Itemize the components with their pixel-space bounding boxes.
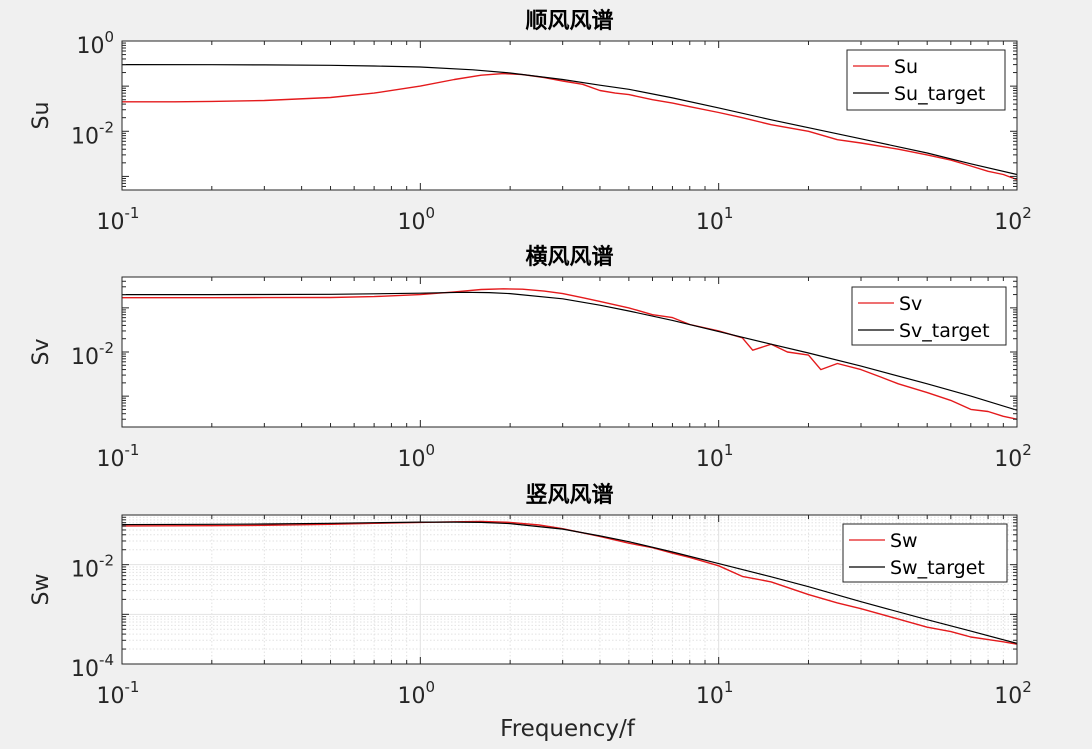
legend: Su Su_target: [846, 49, 1006, 111]
series-Su-target-line: [121, 63, 1018, 176]
x-tick-label: 10-1: [97, 441, 140, 472]
legend-entry: Sv: [899, 293, 922, 315]
legend-entry: Sv_target: [899, 320, 990, 342]
axes-box: [121, 40, 1018, 191]
legend-entry: Su_target: [894, 83, 985, 105]
x-tick-label: 100: [398, 204, 436, 235]
x-tick-label: 100: [398, 441, 436, 472]
x-tick-label: 101: [696, 678, 734, 709]
x-tick-label: 101: [696, 204, 734, 235]
y-tick-label: 10-2: [71, 552, 114, 583]
legend: Sv Sv_target: [851, 286, 1007, 346]
series-Su-line: [122, 72, 1018, 181]
x-axis-label: Frequency/f: [500, 716, 636, 742]
series-Sv-target-line: [122, 291, 1018, 411]
y-tick-label: 100: [76, 28, 114, 59]
plot-title: 竖风风谱: [525, 482, 613, 508]
x-tick-label: 10-1: [97, 678, 140, 709]
plot-panel-1: 10-1 100 101 102 100 10-2 顺风风谱 Su Su Su_target: [29, 8, 1032, 235]
axes-box: [121, 514, 1018, 665]
y-axis-label: Sw: [29, 574, 54, 606]
plot-panel-3: 10-1 100 101 102 10-2 10-4 竖风风谱 Sw Frequency/f Sw…: [29, 482, 1032, 742]
x-tick-label: 10-1: [97, 204, 140, 235]
legend-entry: Sw_target: [890, 557, 985, 579]
plot-title: 横风风谱: [525, 244, 613, 270]
legend-entry: Su: [894, 56, 918, 78]
y-axis-label: Sv: [29, 339, 54, 366]
legend-entry: Sw: [890, 530, 918, 552]
legend: Sw Sw_target: [842, 523, 1008, 583]
plot-panel-2: 10-1 100 101 102 10-2 横风风谱 Sv Sv Sv_target: [29, 244, 1032, 472]
axes-box: [121, 276, 1018, 428]
x-tick-label: 101: [696, 441, 734, 472]
y-axis-label: Su: [29, 102, 54, 130]
plot-title: 顺风风谱: [525, 8, 613, 34]
y-tick-label: 10-4: [71, 651, 114, 682]
x-tick-label: 102: [994, 441, 1032, 472]
y-tick-label: 10-2: [71, 118, 114, 149]
x-tick-label: 102: [994, 678, 1032, 709]
x-tick-label: 100: [398, 678, 436, 709]
series-Sw-target-line: [121, 521, 1018, 644]
x-tick-label: 102: [994, 204, 1032, 235]
y-tick-label: 10-2: [71, 339, 114, 370]
